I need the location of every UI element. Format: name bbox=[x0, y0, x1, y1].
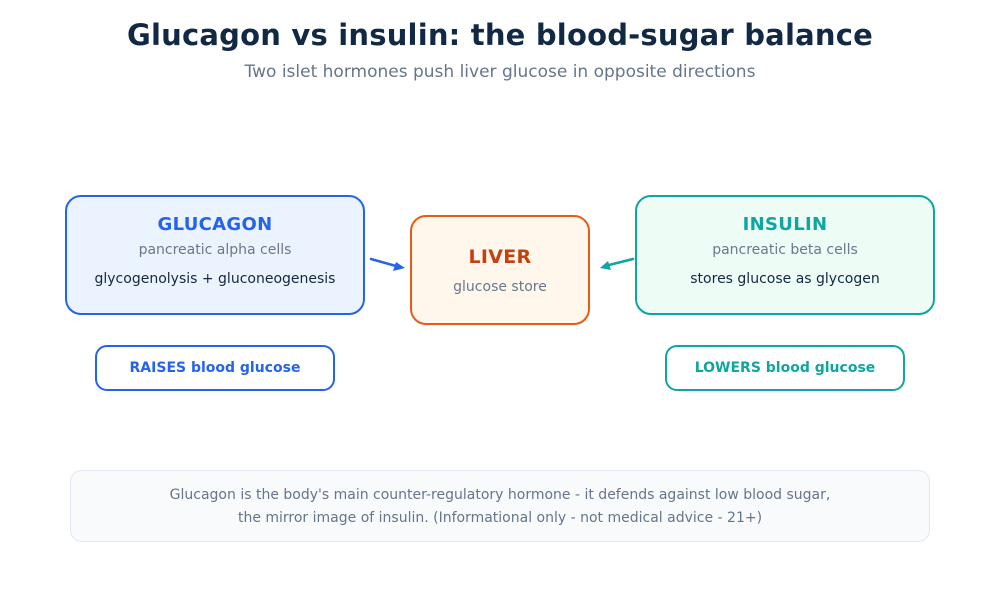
info-note-line-1: Glucagon is the body's main counter-regu… bbox=[169, 487, 831, 503]
info-note-line-2: the mirror image of insulin. (Informatio… bbox=[237, 510, 763, 526]
glucagon-node: GLUCAGON pancreatic alpha cells glycogen… bbox=[65, 195, 365, 315]
insulin-name: INSULIN bbox=[742, 214, 828, 235]
glucagon-action: glycogenolysis + gluconeogenesis bbox=[94, 271, 336, 287]
liver-name: LIVER bbox=[468, 246, 532, 268]
glucagon-to-liver-arrow bbox=[369, 257, 405, 271]
page-title: Glucagon vs insulin: the blood-sugar bal… bbox=[127, 18, 873, 52]
info-note: Glucagon is the body's main counter-regu… bbox=[70, 470, 930, 542]
raises-glucose-badge: RAISES blood glucose bbox=[95, 345, 335, 391]
glucagon-source: pancreatic alpha cells bbox=[138, 242, 292, 258]
insulin-source: pancreatic beta cells bbox=[712, 242, 858, 258]
page-subtitle: Two islet hormones push liver glucose in… bbox=[244, 62, 756, 82]
insulin-to-liver-arrow bbox=[600, 257, 635, 270]
glucagon-name: GLUCAGON bbox=[157, 214, 273, 235]
liver-node: LIVER glucose store bbox=[410, 215, 590, 325]
insulin-action: stores glucose as glycogen bbox=[690, 271, 880, 287]
lowers-glucose-badge: LOWERS blood glucose bbox=[665, 345, 905, 391]
liver-role: glucose store bbox=[453, 279, 547, 295]
insulin-node: INSULIN pancreatic beta cells stores glu… bbox=[635, 195, 935, 315]
